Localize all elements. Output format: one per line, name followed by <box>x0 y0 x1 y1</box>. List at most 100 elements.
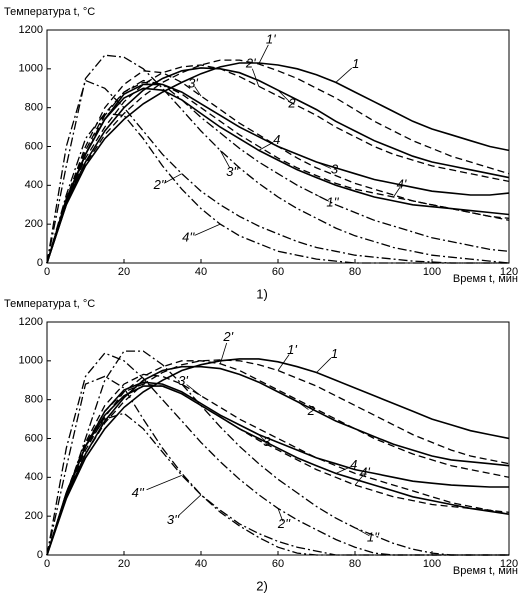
series-line <box>46 359 510 556</box>
y-tick-label: 1200 <box>19 24 43 36</box>
label-leader <box>354 475 364 486</box>
label-leader <box>335 466 351 474</box>
label-leader <box>219 150 231 169</box>
series-line <box>46 79 510 264</box>
y-tick-label: 800 <box>25 394 43 406</box>
label-leader <box>335 67 353 83</box>
y-tick-label: 400 <box>25 179 43 191</box>
x-tick-label: 60 <box>272 558 284 570</box>
y-tick-label: 200 <box>25 510 43 522</box>
series-line <box>46 373 510 556</box>
series-label: 4' <box>360 465 370 480</box>
series-label: 3' <box>178 373 188 388</box>
y-tick-label: 800 <box>25 102 43 114</box>
caption: 2) <box>256 578 268 593</box>
y-tick-label: 200 <box>25 218 43 230</box>
series-label: 3'' <box>167 512 180 527</box>
label-leader <box>258 44 269 65</box>
series-label: 1 <box>352 56 359 71</box>
label-leader <box>297 401 309 410</box>
y-tick-label: 1200 <box>19 316 43 328</box>
series-label: 2' <box>222 329 233 344</box>
series-line <box>46 385 510 556</box>
label-leader <box>186 384 202 397</box>
series-label: 4 <box>273 132 280 147</box>
label-leader <box>354 527 370 537</box>
series-label: 1' <box>287 342 297 357</box>
x-tick-label: 100 <box>423 266 441 278</box>
series-label: 4 <box>350 457 357 472</box>
series-label: 3 <box>263 434 271 449</box>
x-tick-label: 0 <box>44 266 50 278</box>
series-line <box>46 112 509 264</box>
series-label: 2'' <box>153 177 167 192</box>
x-tick-label: 120 <box>500 266 518 278</box>
series-line <box>46 81 510 264</box>
series-label: 1'' <box>367 529 380 544</box>
x-tick-label: 120 <box>500 558 518 570</box>
label-leader <box>258 434 266 442</box>
series-label: 3'' <box>226 164 239 179</box>
label-leader <box>258 142 274 151</box>
label-leader <box>316 194 330 202</box>
x-tick-label: 40 <box>195 558 207 570</box>
series-line <box>46 381 509 556</box>
x-tick-label: 80 <box>349 266 361 278</box>
series-label: 1'' <box>326 194 339 209</box>
y-tick-label: 0 <box>37 549 43 561</box>
series-line <box>46 59 510 264</box>
label-leader <box>219 342 228 364</box>
x-tick-label: 80 <box>349 558 361 570</box>
series-label: 1' <box>266 31 276 46</box>
series-line <box>46 54 510 264</box>
x-tick-label: 20 <box>118 266 130 278</box>
series-line <box>46 350 509 556</box>
series-label: 3' <box>188 75 198 90</box>
y-axis-title: Температура t, °C <box>4 298 95 310</box>
label-leader <box>194 86 202 97</box>
series-label: 1 <box>331 346 338 361</box>
label-leader <box>194 223 221 236</box>
label-leader <box>146 475 182 491</box>
y-tick-label: 0 <box>37 257 43 269</box>
x-tick-label: 20 <box>118 558 130 570</box>
series-line <box>46 412 509 556</box>
y-tick-label: 1000 <box>19 63 43 75</box>
caption: 1) <box>256 286 268 301</box>
series-label: 4'' <box>132 485 145 500</box>
label-leader <box>316 161 332 169</box>
y-tick-label: 600 <box>25 432 43 444</box>
series-label: 2'' <box>277 516 291 531</box>
series-label: 2' <box>245 56 256 71</box>
series-line <box>46 64 510 264</box>
x-tick-label: 0 <box>44 558 50 570</box>
series-label: 2 <box>307 403 316 418</box>
label-leader <box>277 508 284 522</box>
x-tick-label: 40 <box>195 266 207 278</box>
series-line <box>46 383 510 556</box>
y-tick-label: 400 <box>25 471 43 483</box>
series-line <box>46 87 510 264</box>
series-line <box>46 79 509 264</box>
series-line <box>46 62 510 264</box>
label-leader <box>178 494 202 516</box>
series-label: 3 <box>331 161 339 176</box>
series-label: 4' <box>397 176 407 191</box>
label-leader <box>316 357 332 373</box>
series-line <box>46 358 510 556</box>
y-tick-label: 600 <box>25 140 43 152</box>
x-axis-title: Время t, мин <box>453 565 518 577</box>
y-tick-label: 1000 <box>19 355 43 367</box>
y-axis-title: Температура t, °C <box>4 6 95 18</box>
label-leader <box>393 187 401 198</box>
series-line <box>46 365 510 556</box>
label-leader <box>277 354 290 371</box>
label-leader <box>277 89 290 102</box>
x-tick-label: 60 <box>272 266 284 278</box>
x-tick-label: 100 <box>423 558 441 570</box>
label-leader <box>251 68 260 87</box>
x-axis-title: Время t, мин <box>453 273 518 285</box>
series-label: 4'' <box>182 230 195 245</box>
